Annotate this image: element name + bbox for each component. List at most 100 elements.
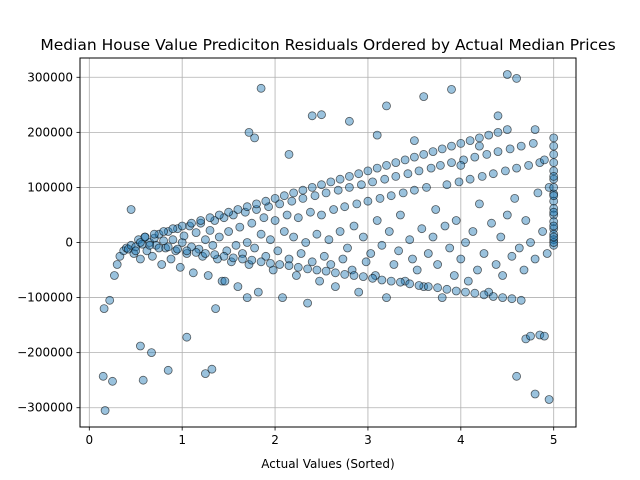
scatter-point xyxy=(496,232,506,242)
scatter-point xyxy=(301,238,311,247)
scatter-point xyxy=(317,180,326,190)
scatter-point xyxy=(298,185,308,195)
scatter-point xyxy=(377,240,387,250)
scatter-point xyxy=(461,287,470,297)
scatter-point xyxy=(264,202,274,212)
scatter-point xyxy=(284,261,294,271)
scatter-point xyxy=(419,92,429,101)
scatter-point xyxy=(456,254,466,264)
scatter-points xyxy=(98,70,559,415)
scatter-point xyxy=(168,235,178,245)
scatter-point xyxy=(423,282,433,292)
scatter-point xyxy=(100,406,110,415)
scatter-point xyxy=(168,224,178,234)
scatter-point xyxy=(449,271,459,280)
scatter-point xyxy=(99,304,109,314)
scatter-point xyxy=(368,177,378,187)
scatter-point xyxy=(163,365,173,375)
scatter-point xyxy=(149,229,159,239)
scatter-point xyxy=(366,249,376,258)
scatter-point xyxy=(405,235,415,245)
scatter-point xyxy=(372,216,382,225)
x-axis-ticks: 0 1 2 3 4 5 xyxy=(85,427,558,447)
scatter-point xyxy=(166,254,176,264)
scatter-point xyxy=(470,152,480,162)
scatter-point xyxy=(213,254,222,264)
scatter-point xyxy=(284,254,294,264)
scatter-point xyxy=(307,182,317,192)
scatter-point xyxy=(493,147,503,157)
scatter-point xyxy=(459,155,469,165)
scatter-point xyxy=(512,74,521,83)
scatter-point xyxy=(157,260,167,269)
scatter-point xyxy=(282,210,292,220)
scatter-point xyxy=(278,293,287,303)
scatter-point xyxy=(540,155,549,165)
scatter-point xyxy=(250,243,260,253)
scatter-point xyxy=(423,249,433,258)
scatter-point xyxy=(491,260,501,269)
scatter-point xyxy=(324,235,334,245)
scatter-point xyxy=(477,171,487,181)
scatter-point xyxy=(173,224,182,234)
scatter-point xyxy=(422,182,431,192)
scatter-point xyxy=(307,111,317,121)
scatter-point xyxy=(108,376,117,386)
scatter-point xyxy=(256,229,266,239)
scatter-point xyxy=(182,249,192,258)
scatter-point xyxy=(154,229,164,239)
scatter-point xyxy=(465,136,475,146)
scatter-point xyxy=(544,182,554,192)
scatter-point xyxy=(207,364,217,374)
scatter-point xyxy=(473,265,482,275)
scatter-point xyxy=(105,295,115,305)
scatter-point xyxy=(442,284,452,294)
scatter-point xyxy=(386,276,396,286)
scatter-point xyxy=(235,222,245,232)
scatter-point xyxy=(447,158,456,168)
scatter-point xyxy=(484,130,494,140)
scatter-point xyxy=(521,216,531,225)
scatter-point xyxy=(250,133,260,143)
scatter-point xyxy=(138,375,148,385)
scatter-point xyxy=(231,240,241,250)
x-tick-label: 0 xyxy=(85,433,93,447)
scatter-point xyxy=(210,250,220,260)
scatter-point xyxy=(173,244,182,254)
scatter-point xyxy=(442,180,452,190)
scatter-point xyxy=(321,266,331,276)
scatter-point xyxy=(394,246,404,256)
scatter-point xyxy=(428,147,438,157)
scatter-point xyxy=(451,286,461,296)
scatter-point xyxy=(544,395,554,404)
scatter-point xyxy=(488,292,498,301)
scatter-point xyxy=(333,185,343,195)
scatter-point xyxy=(465,174,475,184)
scatter-point xyxy=(384,227,394,236)
scatter-point xyxy=(159,227,169,236)
scatter-point xyxy=(405,279,415,289)
scatter-point xyxy=(293,262,303,272)
scatter-point xyxy=(200,235,210,245)
scatter-point xyxy=(317,110,326,120)
scatter-point xyxy=(163,227,173,236)
scatter-point xyxy=(175,262,185,272)
scatter-point xyxy=(287,196,297,206)
x-axis-label: Actual Values (Sorted) xyxy=(261,457,394,471)
scatter-point xyxy=(395,277,405,287)
scatter-point xyxy=(163,242,173,252)
scatter-point xyxy=(482,149,492,159)
scatter-point xyxy=(340,269,350,279)
scatter-point xyxy=(510,193,520,203)
scatter-point xyxy=(303,264,313,274)
scatter-point xyxy=(530,254,540,264)
scatter-point xyxy=(363,166,373,176)
scatter-point xyxy=(252,199,261,209)
scatter-point xyxy=(440,221,450,231)
scatter-point xyxy=(470,288,480,298)
scatter-point xyxy=(487,218,496,228)
scatter-point xyxy=(431,205,441,214)
scatter-point xyxy=(417,224,427,234)
scatter-point xyxy=(344,182,354,192)
